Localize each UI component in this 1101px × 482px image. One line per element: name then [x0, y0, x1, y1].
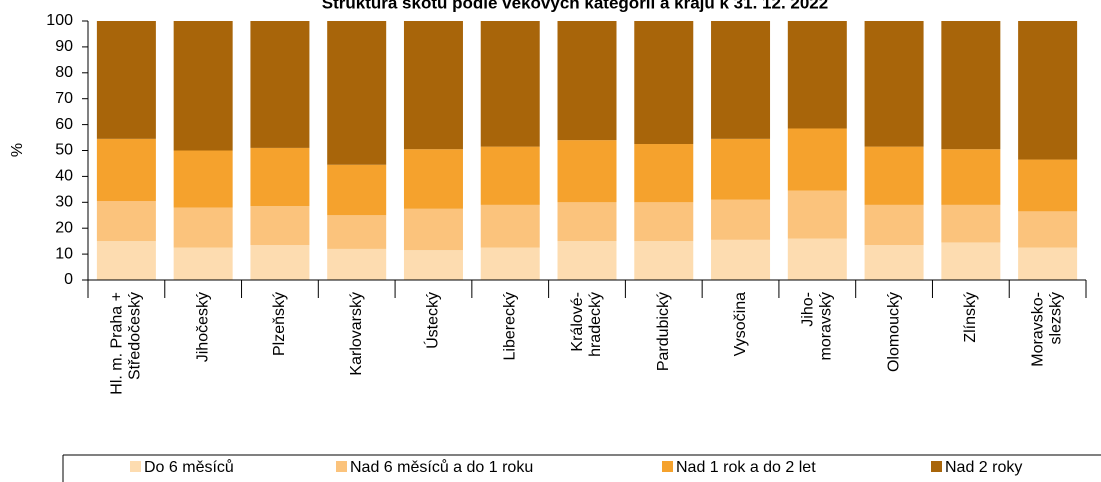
x-tick-label: Olomoucký — [885, 292, 902, 372]
legend-label: Nad 6 měsíců a do 1 roku — [350, 458, 533, 476]
bar-segment — [327, 164, 387, 216]
x-tick-label: Plzeňský — [271, 292, 288, 356]
bar-segment — [787, 128, 847, 191]
bar-segment — [787, 21, 847, 129]
bar-segment — [634, 241, 694, 280]
y-tick-label: 80 — [55, 64, 73, 81]
y-tick-label: 20 — [55, 219, 73, 236]
bar-segment — [480, 21, 540, 147]
x-tick-label: Zlínský — [962, 292, 979, 343]
legend-label: Nad 1 rok a do 2 let — [676, 459, 816, 476]
bar-segment — [403, 208, 463, 251]
chart-title: Struktura skotu podle věkových kategorií… — [322, 0, 828, 12]
bar-segment — [480, 204, 540, 248]
bar-segment — [941, 204, 1001, 243]
bar-segment — [864, 146, 924, 205]
y-tick-label: 50 — [55, 142, 73, 159]
y-tick-label: 0 — [64, 271, 73, 288]
bar-segment — [173, 247, 233, 280]
y-axis-label: % — [9, 143, 26, 157]
y-tick-label: 100 — [46, 12, 73, 29]
bar-segment — [173, 207, 233, 248]
bar-segment — [96, 241, 156, 280]
x-tick-label: Králové-hradecký — [569, 292, 604, 357]
legend-label: Do 6 měsíců — [144, 458, 234, 476]
y-tick-label: 90 — [55, 38, 73, 55]
bar-segment — [864, 245, 924, 280]
bar-segment — [250, 206, 310, 246]
bar-segment — [864, 204, 924, 246]
bar-segment — [96, 21, 156, 139]
bar-segment — [941, 21, 1001, 150]
bar-segment — [787, 190, 847, 239]
x-tick-label: Jihočeský — [194, 292, 211, 362]
bar-segment — [634, 21, 694, 145]
legend-swatch — [662, 461, 673, 472]
bar-segment — [250, 21, 310, 148]
bar-segment — [1018, 159, 1078, 212]
x-tick-label: Liberecký — [501, 292, 518, 360]
bar-segment — [480, 146, 540, 205]
x-tick-label: Moravsko-slezský — [1030, 292, 1065, 367]
bar-segment — [327, 21, 387, 165]
y-tick-label: 70 — [55, 90, 73, 107]
bar-segment — [327, 215, 387, 249]
bar-segment — [96, 138, 156, 202]
bar-segment — [941, 149, 1001, 205]
bar-segment — [634, 202, 694, 242]
x-tick-label: Karlovarský — [348, 292, 365, 376]
bar-segment — [557, 140, 617, 203]
bar-segment — [480, 247, 540, 280]
y-tick-label: 40 — [55, 168, 73, 185]
x-tick-label: Pardubický — [655, 292, 672, 371]
bar-segment — [711, 239, 771, 280]
bar-segment — [403, 21, 463, 150]
bar-segment — [250, 147, 310, 207]
bar-segment — [1018, 211, 1078, 248]
bar-segment — [173, 150, 233, 208]
legend-swatch — [931, 461, 942, 472]
bar-segment — [941, 242, 1001, 280]
bar-segment — [96, 201, 156, 242]
bar-segment — [403, 250, 463, 280]
bar-segment — [1018, 247, 1078, 280]
bar-segment — [557, 21, 617, 141]
legend-swatch — [130, 461, 141, 472]
bar-segment — [787, 238, 847, 280]
y-tick-label: 10 — [55, 245, 73, 262]
x-tick-label: Vysočina — [732, 292, 749, 356]
x-tick-label: Hl. m. Praha +Středočeský — [109, 292, 144, 395]
bar-segment — [403, 149, 463, 209]
legend-swatch — [336, 461, 347, 472]
bar-segment — [711, 138, 771, 200]
bar-segment — [1018, 21, 1078, 160]
x-tick-label: Jiho-moravský — [800, 292, 835, 360]
bar-segment — [557, 241, 617, 280]
y-tick-label: 30 — [55, 194, 73, 211]
bar-segment — [634, 144, 694, 203]
bar-segment — [864, 21, 924, 147]
bar-segment — [173, 21, 233, 151]
bar-segment — [711, 199, 771, 240]
bar-segment — [250, 245, 310, 280]
bar-segment — [327, 248, 387, 280]
x-tick-label: Ústecký — [423, 292, 442, 349]
bar-segment — [711, 21, 771, 139]
bar-segment — [557, 202, 617, 242]
legend-label: Nad 2 roky — [945, 459, 1022, 476]
y-tick-label: 60 — [55, 116, 73, 133]
